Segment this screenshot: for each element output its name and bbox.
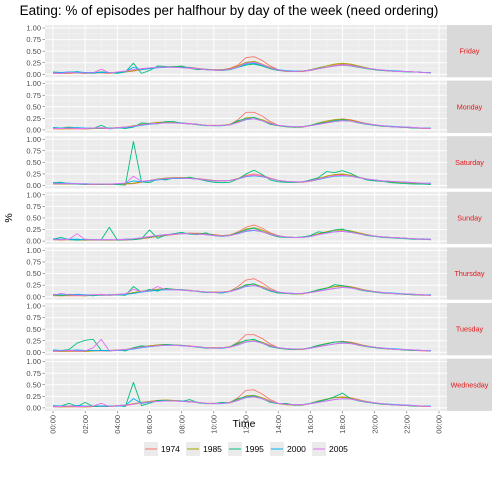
- y-tick-label: 0.75: [26, 258, 41, 267]
- y-tick-label: 0.75: [26, 91, 41, 100]
- y-tick-label: 0.25: [26, 114, 41, 123]
- y-tick-label: 1.00: [26, 190, 41, 199]
- y-tick-label: 1.00: [26, 246, 41, 255]
- y-tick-label: 0.75: [26, 369, 41, 378]
- y-tick-label: 0.75: [26, 146, 41, 155]
- x-tick-label: 06:00: [145, 415, 154, 434]
- x-tick-label: 00:00: [49, 415, 58, 434]
- x-tick-label: 18:00: [338, 415, 347, 434]
- y-tick-label: 0.50: [26, 158, 41, 167]
- panel-thursday: 0.00 0.25 0.50 0.75 1.00 Thursday: [26, 246, 492, 301]
- facet-strip-label: Sunday: [457, 213, 482, 222]
- x-tick-label: 04:00: [113, 415, 122, 434]
- x-tick-label: 20:00: [370, 415, 379, 434]
- y-tick-label: 0.25: [26, 392, 41, 401]
- legend-label: 2005: [329, 444, 348, 454]
- y-tick-label: 0.50: [26, 214, 41, 223]
- x-tick-label: 00:00: [435, 415, 444, 434]
- y-tick-label: 1.00: [26, 135, 41, 144]
- series-line-2005: [53, 338, 431, 352]
- facet-strip: [447, 358, 492, 411]
- y-tick-label: 0.25: [26, 58, 41, 67]
- facet-strip: [447, 25, 492, 78]
- y-tick-label: 0.25: [26, 170, 41, 179]
- x-axis: 00:00 02:00 04:00 06:00 08:00 10:00 12:00 14:00…: [49, 410, 444, 434]
- panel-wednesday: 0.00 0.25 0.50 0.75 1.00 Wednesday: [26, 357, 492, 413]
- y-tick-label: 0.25: [26, 336, 41, 345]
- facet-strip: [447, 191, 492, 245]
- facet-strip-label: Monday: [457, 102, 483, 111]
- legend-label: 2000: [287, 444, 306, 454]
- y-tick-label: 1.00: [26, 302, 41, 311]
- series-line-2005: [53, 174, 431, 185]
- series-line-2005: [53, 229, 431, 241]
- facet-strip-label: Tuesday: [456, 325, 484, 334]
- y-tick-label: 0.00: [26, 126, 41, 135]
- legend: 1974 1985 1995 2000 2005: [144, 442, 348, 456]
- x-tick-label: 08:00: [177, 415, 186, 434]
- panel-monday: 0.00 0.25 0.50 0.75 1.00 Monday: [26, 79, 492, 135]
- facet-strip-label: Saturday: [455, 158, 484, 167]
- y-tick-label: 0.00: [26, 70, 41, 79]
- y-tick-label: 0.50: [26, 380, 41, 389]
- y-tick-label: 0.75: [26, 35, 41, 44]
- legend-item-2000: 2000: [270, 442, 306, 456]
- facet-strip-label: Wednesday: [451, 380, 489, 389]
- x-tick-label: 10:00: [209, 415, 218, 434]
- x-tick-label: 12:00: [242, 415, 251, 434]
- y-tick-label: 0.50: [26, 325, 41, 334]
- facet-strip-label: Friday: [460, 47, 480, 56]
- y-tick-label: 0.00: [26, 292, 41, 301]
- x-tick-label: 14:00: [274, 415, 283, 434]
- y-tick-label: 0.00: [26, 237, 41, 246]
- panel-sunday: 0.00 0.25 0.50 0.75 1.00 Sunday: [26, 190, 492, 246]
- y-tick-label: 0.75: [26, 313, 41, 322]
- legend-item-1985: 1985: [186, 442, 222, 456]
- x-axis-title: Time: [233, 418, 256, 430]
- legend-item-1974: 1974: [144, 442, 180, 456]
- x-tick-label: 16:00: [306, 415, 315, 434]
- y-tick-label: 0.50: [26, 102, 41, 111]
- facet-panels: 0.000.250.500.751.00Friday0.000.250.500.…: [26, 24, 492, 413]
- y-tick-label: 1.00: [26, 79, 41, 88]
- facet-strip-label: Thursday: [455, 269, 485, 278]
- series-line-1995: [52, 226, 431, 241]
- facet-strip: [447, 80, 492, 133]
- series-line-2005: [53, 396, 431, 407]
- x-tick-label: 22:00: [402, 415, 411, 434]
- panel-tuesday: 0.00 0.25 0.50 0.75 1.00 Tuesday: [26, 302, 492, 357]
- y-tick-label: 1.00: [26, 24, 41, 33]
- y-tick-label: 0.50: [26, 269, 41, 278]
- panel-friday: 0.00 0.25 0.50 0.75 1.00 Friday: [26, 24, 492, 79]
- y-tick-label: 0.25: [26, 225, 41, 234]
- facet-strip: [447, 136, 492, 189]
- y-tick-label: 0.75: [26, 202, 41, 211]
- legend-label: 1995: [245, 444, 264, 454]
- series-line-1995: [52, 141, 431, 186]
- legend-item-1995: 1995: [228, 442, 264, 456]
- series-line-2005: [53, 118, 431, 129]
- y-axis-title: %: [3, 213, 15, 222]
- facet-strip: [447, 303, 492, 356]
- legend-label: 1985: [203, 444, 222, 454]
- legend-label: 1974: [161, 444, 180, 454]
- legend-item-2005: 2005: [312, 442, 348, 456]
- x-tick-label: 02:00: [81, 415, 90, 434]
- y-tick-label: 0.50: [26, 47, 41, 56]
- series-line-2005: [52, 61, 431, 74]
- panel-saturday: 0.00 0.25 0.50 0.75 1.00 Saturday: [26, 135, 492, 190]
- series-line-2005: [52, 285, 431, 296]
- facet-strip: [447, 247, 492, 300]
- y-tick-label: 0.25: [26, 281, 41, 290]
- y-tick-label: 0.00: [26, 348, 41, 357]
- y-tick-label: 1.00: [26, 357, 41, 366]
- chart-title: Eating: % of episodes per halfhour by da…: [20, 3, 439, 18]
- y-tick-label: 0.00: [26, 181, 41, 190]
- y-tick-label: 0.00: [26, 404, 41, 413]
